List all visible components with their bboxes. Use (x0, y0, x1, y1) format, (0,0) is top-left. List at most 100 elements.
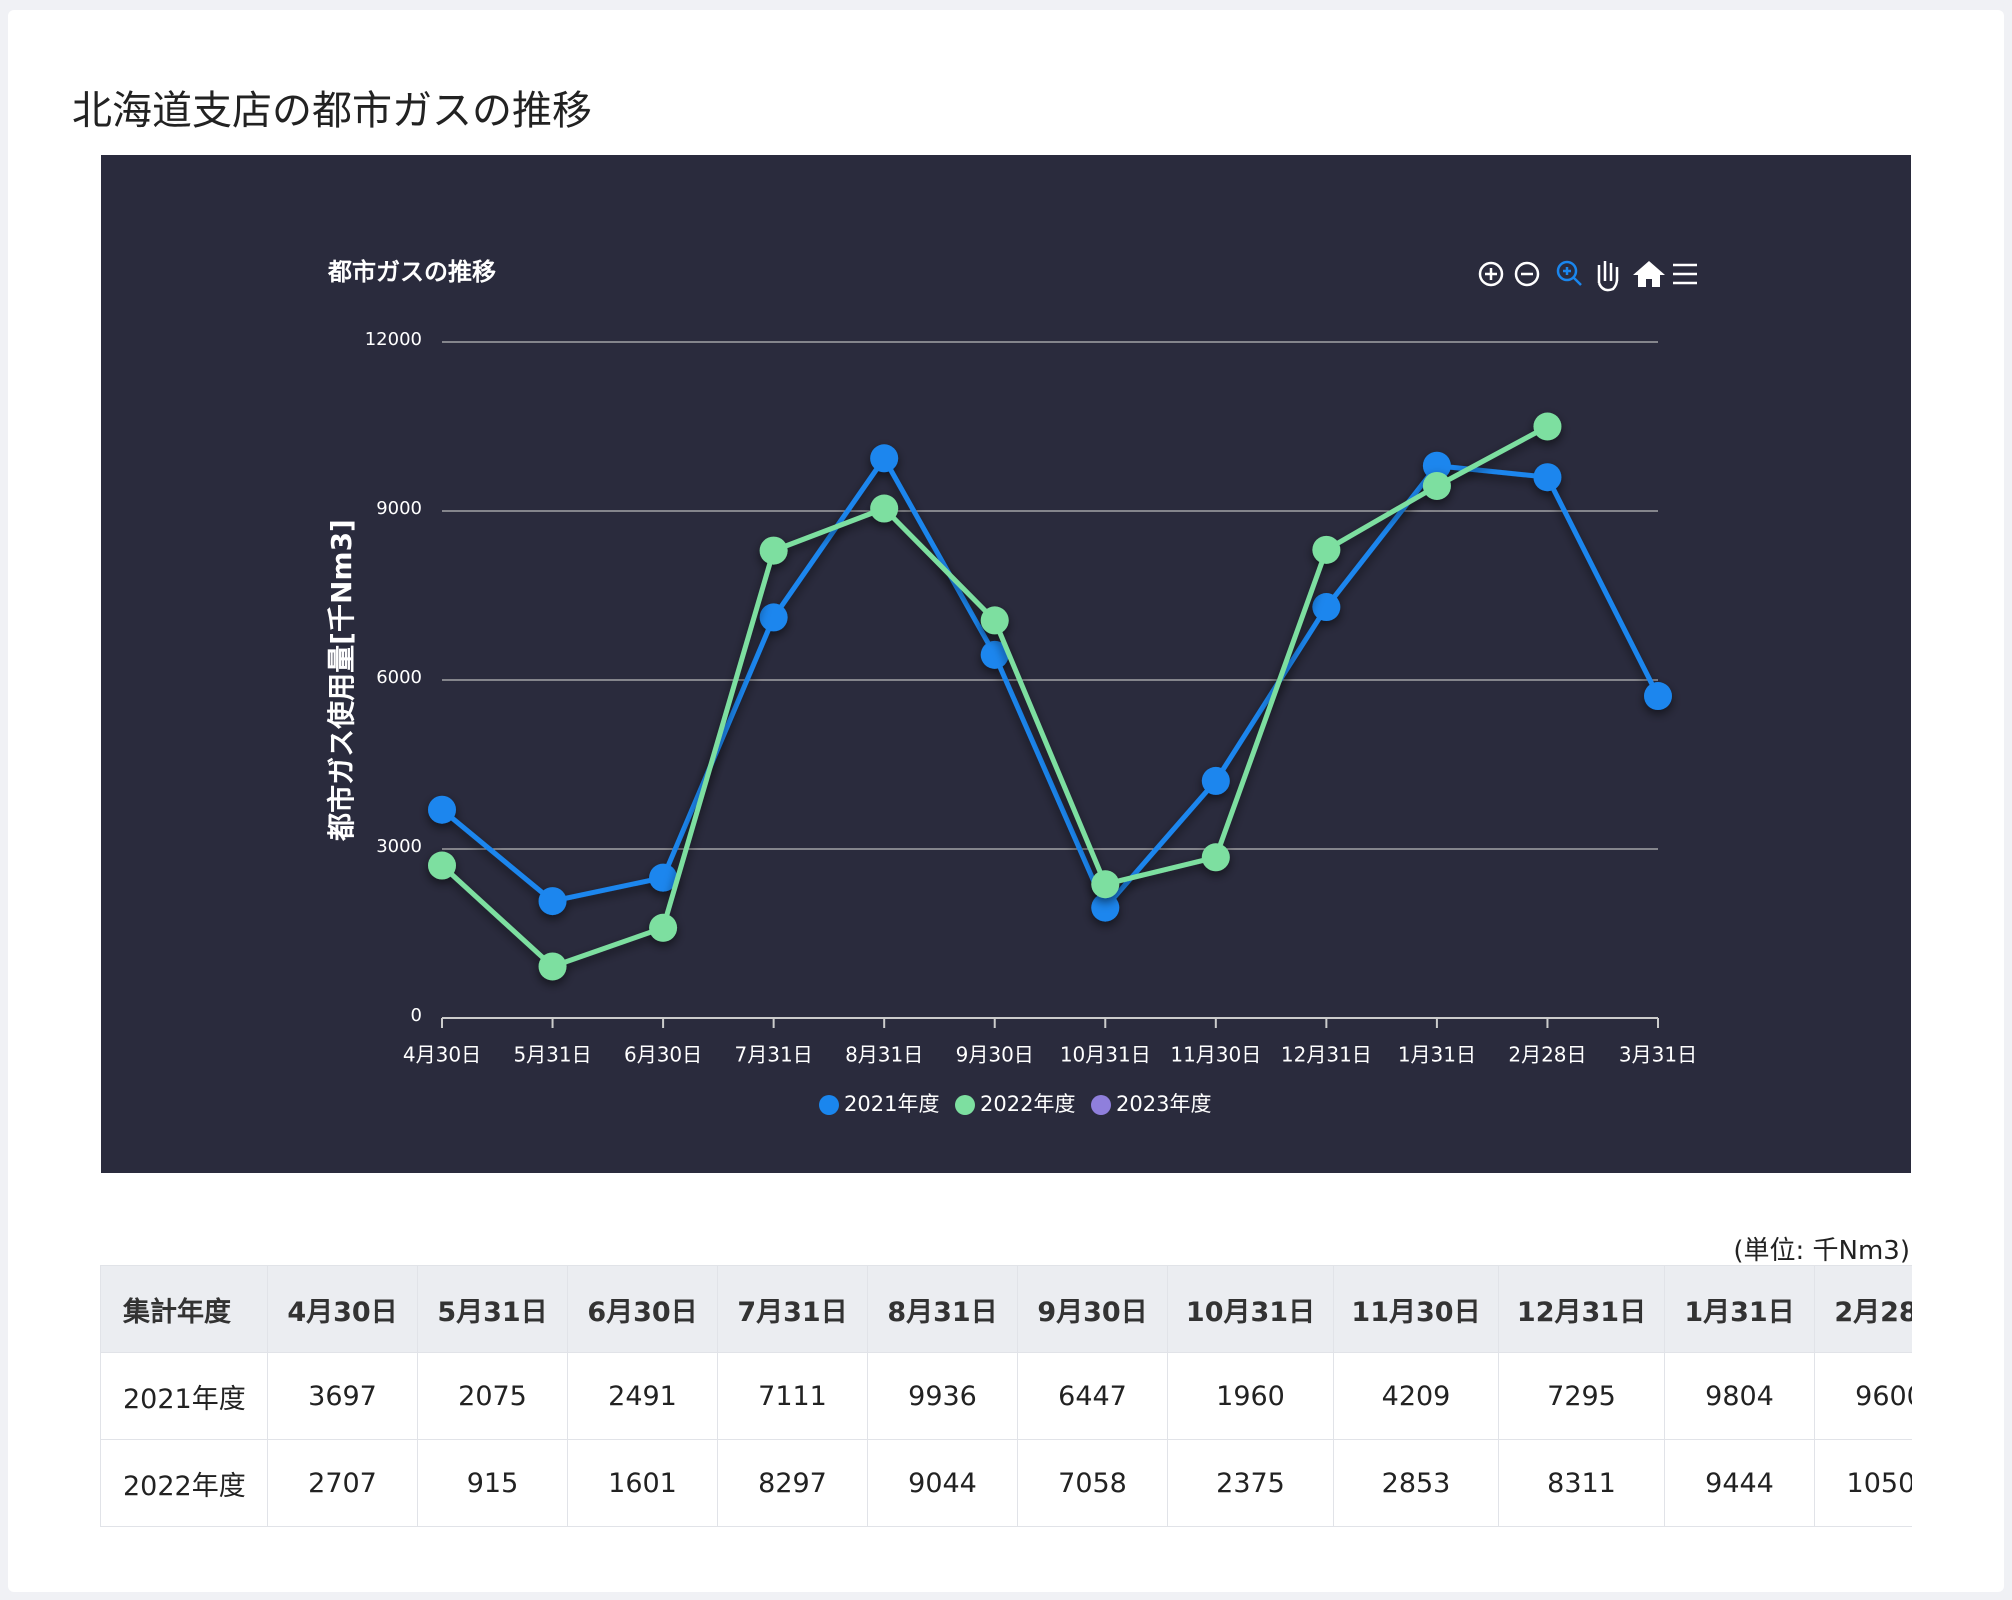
data-point (1533, 412, 1562, 441)
zoom-select[interactable] (1556, 260, 1582, 286)
header-cell: 6月30日 (567, 1265, 718, 1353)
header-cell: 2月28日 (1814, 1265, 1912, 1353)
data-cell: 9936 (867, 1352, 1018, 1440)
data-point (649, 863, 678, 892)
x-tick-label: 1月31日 (1398, 1043, 1476, 1067)
data-cell: 3697 (267, 1352, 418, 1440)
header-cell: 5月31日 (417, 1265, 568, 1353)
legend-marker (955, 1095, 975, 1115)
chart-bg (101, 155, 1911, 1173)
header-cell: 11月30日 (1333, 1265, 1499, 1353)
data-cell: 2707 (267, 1439, 418, 1527)
data-cell: 915 (417, 1439, 568, 1527)
x-tick-label: 12月31日 (1281, 1043, 1372, 1067)
unit-label: (単位: 千Nm3) (1733, 1236, 1910, 1266)
data-point (1312, 593, 1341, 622)
header-cell: 集計年度 (100, 1265, 268, 1353)
data-cell: 10500 (1814, 1439, 1912, 1527)
row-header: 2022年度 (100, 1439, 268, 1527)
data-point (538, 952, 567, 981)
data-row: 2022年度 2707 915 1601 8297 9044 7058 2375 2853 831… (100, 1439, 1912, 1527)
data-table: 集計年度 4月30日 5月31日 6月30日 7月31日 8月31日 9月30日 10月31日… (100, 1265, 1912, 1527)
y-axis-label: 都市ガス使用量[千Nm3] (325, 519, 358, 842)
header-cell: 4月30日 (267, 1265, 418, 1353)
data-cell: 2491 (567, 1352, 718, 1440)
data-point (1644, 682, 1672, 711)
x-tick-label: 3月31日 (1619, 1043, 1697, 1067)
table-wrap: 集計年度 4月30日 5月31日 6月30日 7月31日 8月31日 9月30日 10月31日… (100, 1265, 1912, 1527)
x-tick-label: 4月30日 (403, 1043, 481, 1067)
legend-marker (1091, 1095, 1111, 1115)
reset[interactable] (1633, 261, 1665, 287)
data-cell: 1601 (567, 1439, 718, 1527)
series-line (440, 455, 1661, 911)
header-cell: 10月31日 (1167, 1265, 1334, 1353)
x-tick-label: 8月31日 (845, 1043, 923, 1067)
header-cell: 9月30日 (1017, 1265, 1168, 1353)
data-point (1533, 463, 1562, 492)
data-cell: 7111 (717, 1352, 868, 1440)
data-cell: 9600 (1814, 1352, 1912, 1440)
header-cell: 12月31日 (1498, 1265, 1665, 1353)
data-cell: 1960 (1167, 1352, 1334, 1440)
row-header: 2021年度 (100, 1352, 268, 1440)
data-cell: 9804 (1664, 1352, 1815, 1440)
data-point (980, 640, 1009, 669)
data-cell: 4209 (1333, 1352, 1499, 1440)
chart: 都市ガスの推移 都市ガス使用量[千Nm3] 0 3000 6000 9000 12000… (101, 155, 1911, 1173)
zoom-in[interactable] (1478, 261, 1504, 287)
data-point (1091, 870, 1120, 899)
data-point (759, 603, 788, 632)
data-cell: 9044 (867, 1439, 1018, 1527)
data-cell: 8297 (717, 1439, 868, 1527)
series (428, 412, 1562, 981)
legend-label: 2022年度 (980, 1092, 1075, 1116)
x-tick-label: 2月28日 (1508, 1043, 1586, 1067)
header-cell: 8月31日 (867, 1265, 1018, 1353)
data-point (1312, 535, 1341, 564)
series (428, 444, 1672, 922)
data-point (980, 606, 1009, 635)
zoom-out[interactable] (1514, 261, 1540, 287)
y-tick-label: 3000 (376, 836, 422, 857)
x-tick-label: 7月31日 (735, 1043, 813, 1067)
x-tick-label: 11月30日 (1170, 1043, 1261, 1067)
data-cell: 6447 (1017, 1352, 1168, 1440)
data-cell: 2375 (1167, 1439, 1334, 1527)
y-tick-label: 6000 (376, 667, 422, 688)
data-cell: 9444 (1664, 1439, 1815, 1527)
x-tick-label: 6月30日 (624, 1043, 702, 1067)
data-cell: 7295 (1498, 1352, 1665, 1440)
legend-marker (819, 1095, 839, 1115)
data-cell: 7058 (1017, 1439, 1168, 1527)
data-point (1201, 766, 1230, 795)
data-point (1201, 843, 1230, 872)
page-title: 北海道支店の都市ガスの推移 (72, 88, 592, 134)
header-row: 集計年度 4月30日 5月31日 6月30日 7月31日 8月31日 9月30日 10月31日… (100, 1265, 1912, 1353)
data-cell: 8311 (1498, 1439, 1665, 1527)
header-cell: 1月31日 (1664, 1265, 1815, 1353)
header-cell: 7月31日 (717, 1265, 868, 1353)
data-row: 2021年度 3697 2075 2491 7111 9936 6447 1960 4209 72… (100, 1352, 1912, 1440)
legend-label: 2023年度 (1116, 1092, 1211, 1116)
data-cell: 2075 (417, 1352, 568, 1440)
data-point (1422, 451, 1451, 480)
chart-title: 都市ガスの推移 (327, 258, 496, 286)
x-tick-label: 9月30日 (956, 1043, 1034, 1067)
toolbar (1478, 260, 1697, 292)
x-tick-label: 5月31日 (513, 1043, 591, 1067)
data-point (649, 913, 678, 942)
card: 北海道支店の都市ガスの推移 都市ガスの推移 都市ガス使用量[千Nm3] 0 300… (8, 10, 2004, 1592)
data-point (870, 444, 899, 473)
data-point (1422, 471, 1451, 500)
menu[interactable] (1673, 263, 1697, 285)
y-tick-label: 0 (411, 1005, 422, 1026)
data-point (759, 536, 788, 565)
data-point (538, 887, 567, 916)
data-point (428, 795, 456, 824)
legend-label: 2021年度 (844, 1092, 939, 1116)
x-tick-label: 10月31日 (1060, 1043, 1151, 1067)
y-tick-label: 9000 (376, 498, 422, 519)
pan[interactable] (1597, 261, 1619, 292)
data-point (428, 851, 456, 880)
